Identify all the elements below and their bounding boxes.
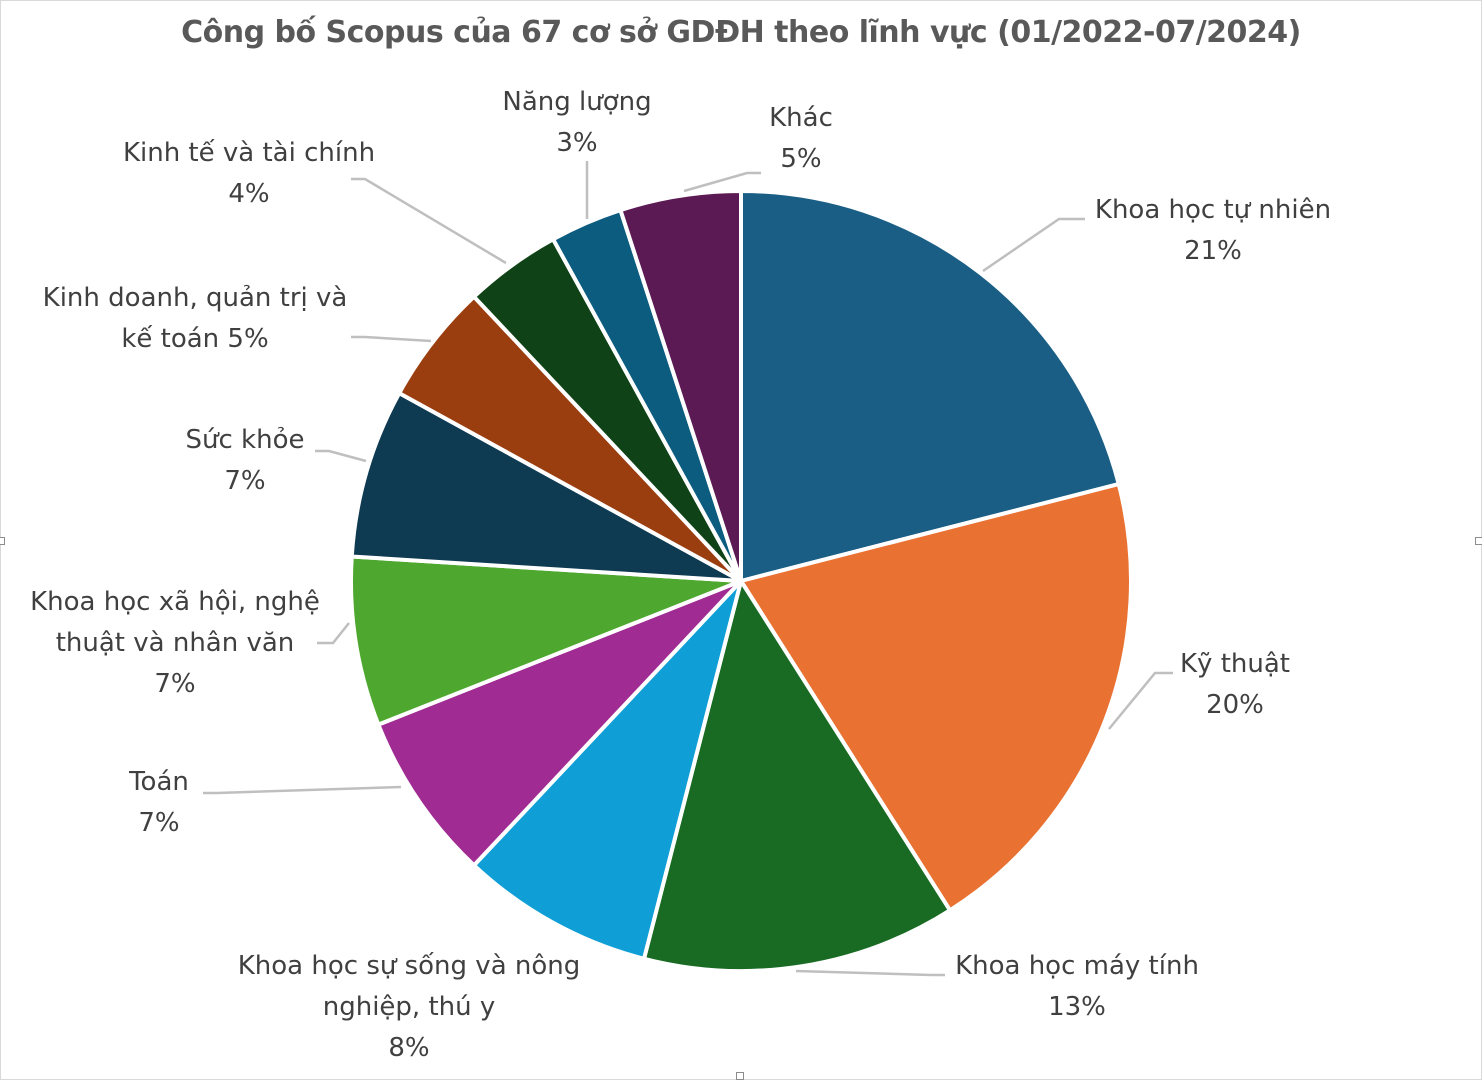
data-label-kythuat: Kỹ thuật 20% (1180, 649, 1290, 720)
pie-slice-khmt[interactable] (642, 579, 952, 973)
pie-slice-khtn[interactable] (739, 189, 1121, 583)
leader-line-toan (203, 785, 402, 795)
leader-line-khac (683, 171, 761, 193)
resize-handle-right[interactable] (1475, 537, 1482, 545)
chart-title: Công bố Scopus của 67 cơ sở GDĐH theo lĩ… (181, 15, 1301, 50)
resize-handle-bottom[interactable] (736, 1072, 744, 1080)
data-label-line: 20% (1206, 690, 1264, 720)
pie-slices (349, 189, 1134, 973)
data-label-line: Sức khỏe (186, 425, 305, 455)
data-label-line: Khoa học máy tính (955, 951, 1199, 981)
data-label-khss: Khoa học sự sống và nông nghiệp, thú y 8% (238, 951, 581, 1063)
data-label-line: nghiệp, thú y (323, 992, 496, 1022)
pie-slice-toan[interactable] (376, 579, 743, 868)
pie-slice-khss[interactable] (472, 579, 743, 961)
data-label-line: Toán (128, 767, 189, 797)
data-label-line: 7% (138, 808, 179, 838)
data-label-line: Khoa học sự sống và nông (238, 951, 581, 981)
pie-slice-suckhoe[interactable] (349, 391, 743, 583)
data-label-toan: Toán 7% (128, 767, 189, 838)
pie-slice-khxh[interactable] (349, 554, 743, 727)
data-label-line: kế toán 5% (121, 324, 268, 354)
data-label-line: 7% (224, 466, 265, 496)
data-label-line: 8% (388, 1033, 429, 1063)
data-label-line: 7% (154, 669, 195, 699)
data-label-line: 21% (1184, 236, 1242, 266)
leader-line-suckhoe (315, 449, 367, 463)
data-label-line: 13% (1048, 992, 1106, 1022)
pie-slice-kythuat[interactable] (739, 482, 1134, 913)
data-label-khac: Khác 5% (769, 103, 833, 174)
data-label-line: Kinh doanh, quản trị và (43, 283, 348, 313)
leader-line-kythuat (1108, 671, 1173, 730)
leader-line-kinhte (351, 177, 507, 265)
resize-handle-left[interactable] (0, 537, 5, 545)
data-label-line: thuật và nhân văn (56, 628, 295, 658)
data-label-khtn: Khoa học tự nhiên 21% (1095, 195, 1331, 266)
leader-line-khmt (795, 969, 945, 977)
leader-line-khtn (982, 217, 1085, 273)
leader-lines (203, 161, 1173, 977)
data-label-line: Năng lượng (502, 87, 651, 117)
data-label-khxh: Khoa học xã hội, nghệ thuật và nhân văn 7% (30, 587, 320, 699)
data-label-khmt: Khoa học máy tính 13% (955, 951, 1199, 1022)
data-label-line: Khoa học xã hội, nghệ (30, 587, 320, 617)
data-label-line: 5% (780, 144, 821, 174)
data-label-line: Khác (769, 103, 833, 133)
data-label-line: Kinh tế và tài chính (123, 138, 375, 168)
data-label-suckhoe: Sức khỏe 7% (186, 425, 305, 496)
data-label-line: Kỹ thuật (1180, 649, 1290, 679)
data-labels: Khoa học tự nhiên 21% Kỹ thuật 20% Khoa học … (30, 87, 1331, 1063)
data-label-line: 4% (228, 179, 269, 209)
leader-line-kinhdoanh (351, 335, 432, 343)
leader-line-khxh (317, 622, 350, 645)
pie-slice-khac[interactable] (618, 189, 743, 583)
data-label-line: 3% (556, 128, 597, 158)
data-label-nangluong: Năng lượng 3% (502, 87, 651, 158)
data-label-kinhdoanh: Kinh doanh, quản trị và kế toán 5% (43, 283, 348, 354)
data-label-line: Khoa học tự nhiên (1095, 195, 1331, 225)
data-label-kinhte: Kinh tế và tài chính 4% (123, 138, 375, 209)
